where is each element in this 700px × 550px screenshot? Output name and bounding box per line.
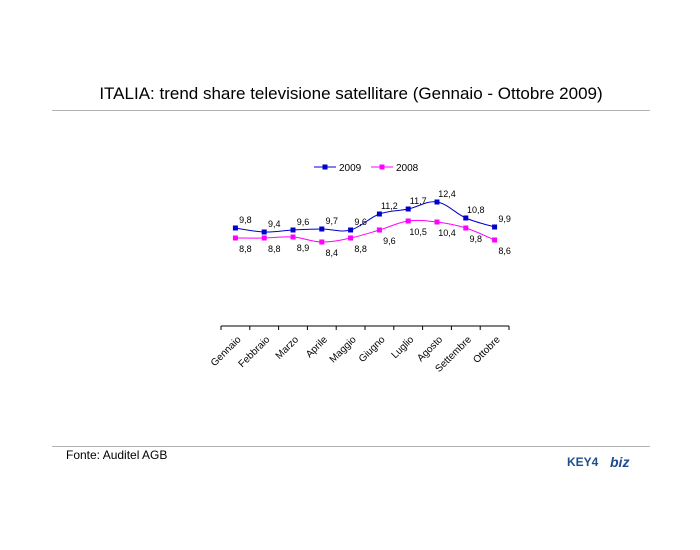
data-point-2009-settembre	[463, 215, 469, 221]
data-label-2009-maggio: 9,6	[354, 217, 367, 227]
x-tick-label-luglio: Luglio	[390, 334, 417, 361]
x-tick-label-marzo: Marzo	[274, 334, 302, 362]
data-label-2008-maggio: 8,8	[354, 244, 367, 254]
logo-text-left: KEY4	[567, 455, 599, 469]
series-2009: 9,8 9,4 9,6 9,7 9,6 11,2 11,7 12,4 10,8 9,9	[232, 189, 511, 235]
data-label-2008-luglio: 10,5	[409, 227, 427, 237]
source-note: Fonte: Auditel AGB	[66, 448, 168, 462]
data-point-2009-maggio	[348, 227, 354, 233]
chart-title: ITALIA: trend share televisione satellit…	[99, 84, 603, 103]
data-label-2009-gennaio: 9,8	[239, 215, 252, 225]
footer-divider	[52, 446, 650, 447]
data-label-2009-marzo: 9,6	[297, 217, 310, 227]
data-point-2009-marzo	[290, 227, 296, 233]
data-point-2009-agosto	[434, 199, 440, 205]
x-tick-label-ottobre: Ottobre	[471, 334, 503, 366]
data-point-2009-aprile	[319, 226, 325, 232]
data-label-2008-settembre: 9,8	[470, 234, 483, 244]
data-label-2009-giugno: 11,2	[381, 201, 398, 211]
legend-label: 2009	[339, 163, 362, 174]
data-point-2009-giugno	[376, 211, 382, 217]
data-point-2008-maggio	[348, 235, 354, 241]
data-label-2009-luglio: 11,7	[410, 196, 427, 206]
x-tick-label-aprile: Aprile	[304, 334, 330, 360]
data-point-2008-luglio	[405, 218, 411, 224]
data-point-2008-febbraio	[261, 235, 267, 241]
legend-swatch-marker	[379, 164, 385, 170]
x-tick-label-febbraio: Febbraio	[237, 334, 273, 370]
data-label-2009-agosto: 12,4	[438, 189, 456, 199]
legend-item-2009: 2009	[314, 163, 362, 174]
data-point-2008-giugno	[376, 227, 382, 233]
data-point-2008-aprile	[319, 239, 325, 245]
data-label-2009-febbraio: 9,4	[268, 219, 281, 229]
series-2008: 8,8 8,8 8,9 8,4 8,8 9,6 10,5 10,4 9,8 8,6	[232, 218, 511, 258]
data-point-2009-febbraio	[261, 229, 267, 235]
title-divider	[52, 110, 650, 111]
data-point-2008-agosto	[434, 219, 440, 225]
data-label-2008-marzo: 8,9	[297, 243, 310, 253]
data-label-2009-settembre: 10,8	[467, 205, 485, 215]
legend: 2009 2008	[314, 163, 419, 174]
x-tick-label-giugno: Giugno	[357, 334, 388, 365]
data-point-2009-luglio	[405, 206, 411, 212]
data-point-2008-settembre	[463, 225, 469, 231]
data-label-2008-aprile: 8,4	[326, 248, 339, 258]
data-label-2008-gennaio: 8,8	[239, 244, 252, 254]
legend-label: 2008	[396, 163, 419, 174]
data-point-2008-ottobre	[492, 237, 498, 243]
legend-item-2008: 2008	[371, 163, 419, 174]
legend-swatch-marker	[322, 164, 328, 170]
x-tick-label-maggio: Maggio	[328, 334, 359, 365]
data-label-2008-febbraio: 8,8	[268, 244, 281, 254]
series-line-2008	[235, 219, 495, 243]
data-point-2009-ottobre	[492, 224, 498, 230]
data-label-2009-ottobre: 9,9	[498, 214, 511, 224]
data-label-2009-aprile: 9,7	[326, 216, 339, 226]
logo-text-right: biz	[610, 454, 629, 470]
data-label-2008-agosto: 10,4	[438, 228, 456, 238]
keybiz-logo: KEY4 biz	[567, 454, 629, 470]
series-line-2009	[235, 201, 495, 233]
data-point-2009-gennaio	[232, 225, 238, 231]
data-point-2008-gennaio	[232, 235, 238, 241]
data-point-2008-marzo	[290, 234, 296, 240]
series-layer: 9,8 9,4 9,6 9,7 9,611,2 11,712,410,89,98,8 8,8…	[232, 189, 511, 258]
data-label-2008-ottobre: 8,6	[498, 246, 511, 256]
data-label-2008-giugno: 9,6	[383, 236, 396, 246]
